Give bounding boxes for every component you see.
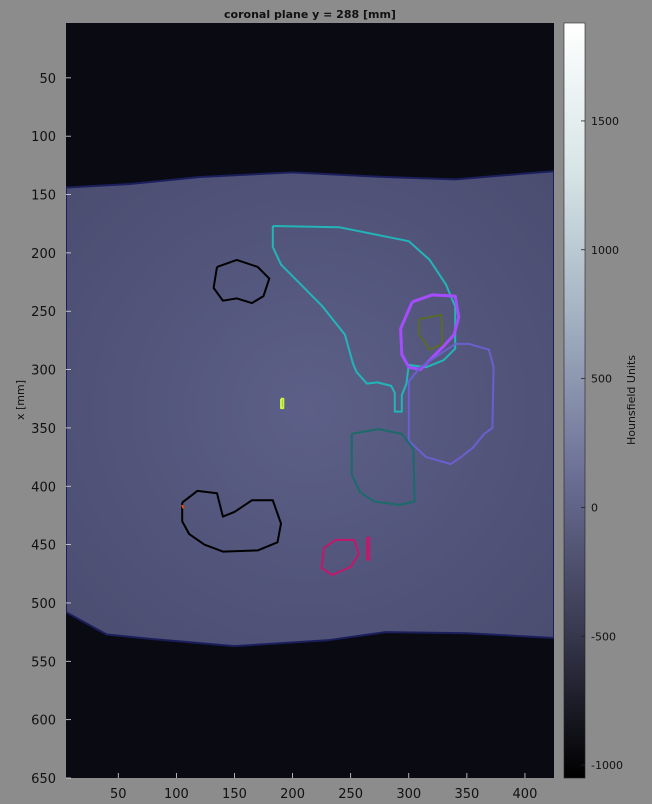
colorbar-gradient: [563, 22, 586, 779]
x-tick-label: 200: [280, 787, 305, 802]
y-tick-label: 50: [39, 72, 56, 87]
y-tick-label: 150: [31, 189, 56, 204]
x-tick-label: 250: [338, 787, 363, 802]
structure-contour-3: [181, 489, 282, 553]
y-tick-label: 550: [31, 655, 56, 670]
colorbar-tick-label: 1500: [591, 115, 619, 128]
y-tick-label: 400: [31, 480, 56, 495]
y-tick-label: 450: [31, 539, 56, 554]
structure-contour-7: [350, 428, 416, 506]
contour-layer: [181, 225, 495, 576]
y-tick-label: 600: [31, 714, 56, 729]
colorbar-tick-label: 500: [591, 373, 612, 386]
colorbar-label: Hounsfield Units: [625, 355, 638, 445]
y-axis-label: x [mm]: [14, 380, 27, 420]
y-tick-label: 250: [31, 305, 56, 320]
y-tick-label: 500: [31, 597, 56, 612]
structure-contour-5: [418, 313, 444, 351]
x-tick-label: 150: [222, 787, 247, 802]
plot-area[interactable]: [66, 23, 554, 778]
x-tick-label: 350: [454, 787, 479, 802]
x-tick-label: 100: [164, 787, 189, 802]
y-tick-label: 350: [31, 422, 56, 437]
colorbar-ticks: -1000 -500 0 500 1000 1500: [581, 115, 623, 772]
colorbar: -1000 -500 0 500 1000 1500 Hounsfield Units: [563, 22, 638, 779]
structure-contour-9: [365, 536, 371, 561]
y-axis: 50 100 150 200 250 300 350 400 450 500 550 600 650: [31, 72, 71, 787]
colorbar-tick-label: 0: [591, 501, 598, 514]
y-tick-label: 100: [31, 130, 56, 145]
colorbar-tick-label: 1000: [591, 244, 619, 257]
structure-contour-6: [407, 342, 495, 466]
colorbar-tick-label: -500: [591, 630, 616, 643]
y-tick-label: 300: [31, 364, 56, 379]
y-tick-label: 200: [31, 247, 56, 262]
x-tick-label: 400: [513, 787, 538, 802]
structure-contour-2: [212, 258, 271, 305]
structure-contour-1: [271, 225, 457, 413]
x-tick-label: 300: [396, 787, 421, 802]
structure-contour-8: [320, 538, 360, 576]
chart-title: coronal plane y = 288 [mm]: [224, 8, 396, 21]
structure-contour-10: [280, 397, 285, 410]
colorbar-tick-label: -1000: [591, 759, 623, 772]
ct-body-layer: [66, 170, 554, 648]
y-tick-label: 650: [31, 772, 56, 787]
structure-contour-4: [399, 293, 461, 372]
x-axis: 50 100 150 200 250 300 350 400: [110, 773, 537, 802]
x-tick-label: 50: [110, 787, 127, 802]
structure-contour-11: [181, 504, 185, 509]
ct-body: [66, 170, 554, 648]
